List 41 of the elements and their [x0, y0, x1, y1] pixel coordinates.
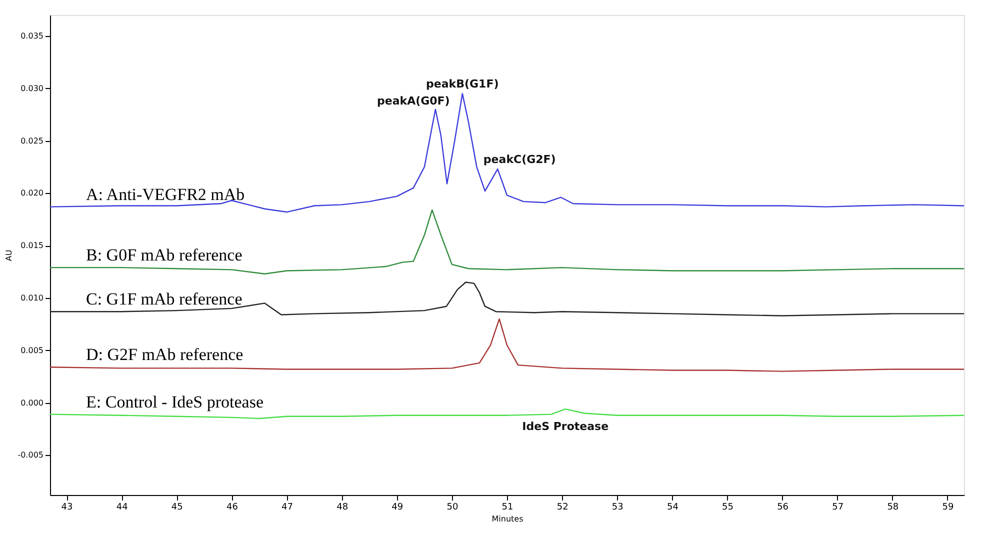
line-series: [49, 209, 965, 274]
x-tick-label: 56: [777, 502, 789, 512]
line-series: [49, 318, 965, 372]
series-label: A: Anti-VEGFR2 mAb: [86, 184, 245, 204]
y-tick-label: 0.020: [20, 188, 44, 198]
line-series: [49, 282, 965, 316]
y-axis-title: AU: [4, 250, 14, 262]
x-tick-label: 54: [666, 502, 679, 512]
x-tick-label: 52: [556, 502, 568, 512]
series-label: C: G1F mAb reference: [86, 290, 242, 309]
x-tick-label: 44: [116, 502, 128, 512]
series-label: B: G0F mAb reference: [86, 246, 242, 265]
annotation: IdeS Protease: [522, 420, 609, 434]
x-tick-label: 45: [171, 502, 183, 512]
x-tick-label: 50: [446, 502, 458, 512]
x-tick-label: 58: [887, 502, 899, 512]
x-tick-label: 53: [612, 502, 624, 512]
x-tick-label: 59: [942, 502, 954, 512]
y-tick-label: 0.025: [20, 136, 44, 146]
y-tick-label: 0.035: [20, 31, 44, 40]
line-series: [49, 93, 965, 213]
annotation: peakC(G2F): [483, 153, 556, 166]
y-tick-label: -0.005: [18, 450, 44, 460]
series-label: D: G2F mAb reference: [86, 345, 244, 364]
x-tick-label: 47: [282, 502, 293, 512]
x-tick-label: 46: [226, 502, 238, 512]
annotation: peakB(G1F): [426, 78, 499, 91]
x-tick-label: 49: [392, 502, 404, 512]
y-tick-label: 0.010: [20, 293, 44, 302]
x-tick-label: 43: [61, 502, 73, 512]
x-tick-label: 57: [832, 502, 844, 512]
y-tick-label: 0.030: [20, 84, 44, 93]
x-axis-title: Minutes: [492, 514, 524, 524]
y-tick-label: 0.005: [20, 346, 44, 355]
y-tick-label: 0.015: [20, 241, 44, 250]
series-label: E: Control - IdeS protease: [86, 392, 264, 412]
x-tick-label: 48: [336, 502, 348, 512]
y-tick-label: 0.000: [20, 398, 44, 408]
x-tick-label: 51: [502, 502, 514, 512]
annotation: peakA(G0F): [377, 94, 450, 108]
x-tick-label: 55: [722, 502, 734, 512]
